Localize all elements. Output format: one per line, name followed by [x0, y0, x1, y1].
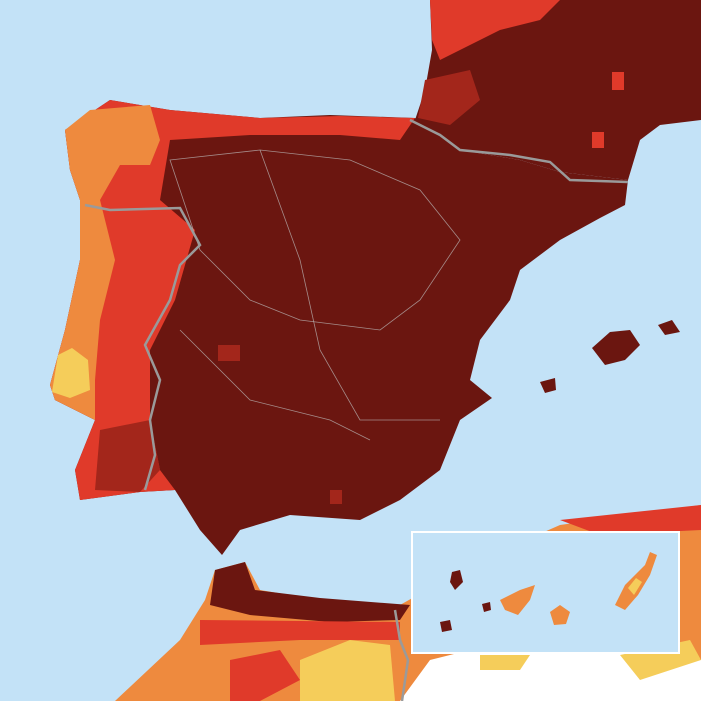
island	[592, 330, 640, 365]
france-band	[418, 70, 480, 125]
island	[550, 605, 570, 625]
region-borders	[169, 149, 461, 331]
france	[415, 0, 701, 180]
spain-france-border	[409, 118, 629, 184]
interior-patch	[330, 490, 342, 504]
region-borders	[259, 149, 440, 421]
africa-yellow-area	[480, 655, 530, 670]
south-portugal	[95, 420, 160, 492]
island	[440, 620, 452, 632]
africa-yellow-area	[620, 640, 701, 680]
africa-red-band	[200, 620, 400, 645]
iberia-land	[50, 100, 628, 555]
island-warm-area	[628, 578, 642, 595]
island	[482, 602, 491, 612]
france-patch	[612, 72, 624, 90]
island	[658, 320, 680, 335]
africa-red-patch	[230, 650, 300, 701]
morocco-algeria-border	[393, 609, 410, 701]
island	[540, 378, 556, 393]
region-borders	[179, 329, 371, 441]
iberia	[50, 100, 629, 555]
portugal-spain-border	[84, 203, 202, 491]
lisbon-area	[52, 348, 90, 398]
france-land	[415, 0, 701, 180]
canary-inset	[411, 531, 680, 654]
africa-north-band	[210, 562, 410, 622]
france-patch	[592, 132, 604, 148]
france-warm-area	[430, 0, 560, 60]
island	[500, 585, 535, 615]
coastal-warm-band	[50, 100, 415, 500]
balearic-islands	[540, 320, 680, 393]
west-coast-band	[50, 105, 160, 420]
island	[450, 570, 463, 590]
africa-red-band	[560, 505, 701, 535]
interior-patch	[218, 345, 240, 361]
africa-yellow-area	[300, 640, 395, 701]
